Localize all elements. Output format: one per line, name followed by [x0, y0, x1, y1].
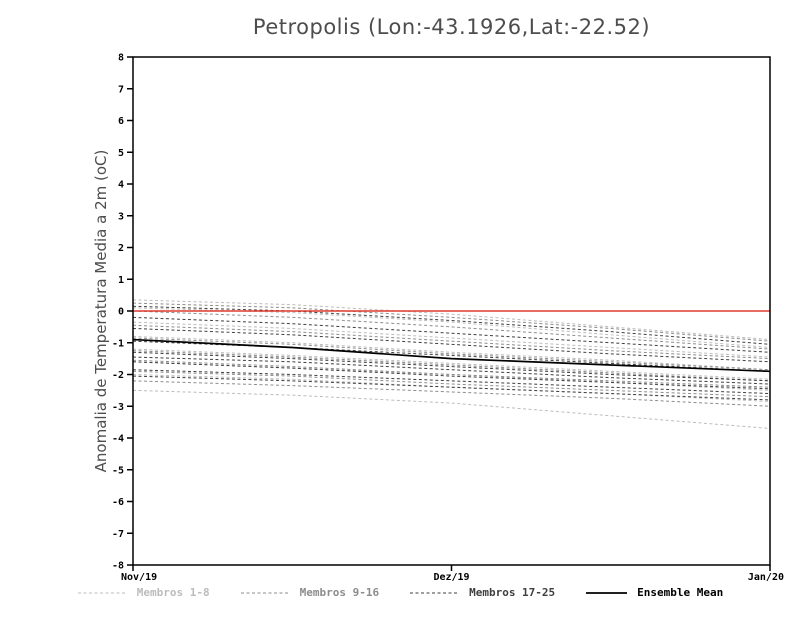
y-tick-label: 7 [118, 84, 124, 95]
member-line-group-2 [132, 359, 771, 388]
member-line-group-2 [132, 310, 771, 350]
member-line-group-1 [132, 335, 771, 371]
legend-label: Membros 17-25 [469, 586, 556, 599]
y-tick-label: -7 [112, 529, 124, 540]
chart-legend: Membros 1-8 Membros 9-16 Membros 17-25 E… [0, 586, 800, 599]
member-line-group-1 [132, 374, 771, 402]
ensemble-mean-line [132, 338, 771, 373]
y-tick-label: -5 [112, 465, 124, 476]
member-line-group-3 [132, 375, 771, 401]
legend-item-membros-1-8: Membros 1-8 [77, 586, 210, 599]
y-tick-label: -2 [112, 370, 124, 381]
member-line-group-1 [132, 348, 771, 380]
member-line-group-2 [132, 324, 771, 360]
member-line-group-2 [132, 350, 771, 382]
x-tick-label: Jan/20 [748, 572, 784, 583]
member-line-group-3 [132, 327, 771, 363]
y-tick-label: 2 [118, 243, 124, 254]
legend-item-membros-9-16: Membros 9-16 [240, 586, 379, 599]
member-line-group-2 [132, 337, 771, 371]
member-line-group-1 [132, 299, 771, 341]
y-tick-label: 5 [118, 148, 124, 159]
legend-line-sample [586, 591, 628, 594]
y-tick-label: -8 [112, 561, 124, 572]
y-tick-label: 1 [118, 275, 124, 286]
y-tick-label: -3 [112, 402, 124, 413]
legend-item-membros-17-25: Membros 17-25 [409, 586, 555, 599]
chart-title: Petropolis (Lon:-43.1926,Lat:-22.52) [253, 15, 650, 39]
y-tick-label: -6 [112, 497, 124, 508]
member-line-group-3 [132, 305, 771, 345]
legend-label: Membros 9-16 [299, 586, 380, 599]
legend-item-ensemble-mean: Ensemble Mean [585, 586, 723, 599]
legend-label: Membros 1-8 [136, 586, 210, 599]
member-line-group-3 [132, 369, 771, 395]
y-axis-label: Anomalia de Temperatura Media a 2m (oC) [92, 150, 110, 473]
y-tick-label: 6 [118, 116, 124, 127]
member-line-group-2 [132, 302, 771, 342]
x-tick-label: Nov/19 [121, 572, 157, 583]
member-line-group-1 [132, 389, 771, 429]
legend-label: Ensemble Mean [637, 586, 724, 599]
x-tick-label: Dez/19 [433, 572, 469, 583]
legend-line-sample [240, 592, 290, 593]
member-line-group-3 [132, 351, 771, 382]
y-tick-label: -1 [112, 338, 124, 349]
y-tick-label: 8 [118, 53, 124, 64]
member-line-group-3 [132, 356, 771, 385]
member-line-group-2 [132, 380, 771, 407]
legend-line-sample [77, 592, 127, 593]
y-tick-label: 4 [118, 180, 124, 191]
y-tick-label: -4 [112, 434, 124, 445]
y-tick-label: 0 [118, 307, 124, 318]
member-line-group-1 [132, 321, 771, 358]
member-line-group-3 [132, 316, 771, 353]
member-line-group-2 [132, 370, 771, 398]
member-line-group-3 [132, 361, 771, 390]
y-tick-label: 3 [118, 211, 124, 222]
legend-line-sample [410, 592, 460, 593]
chart-canvas: Petropolis (Lon:-43.1926,Lat:-22.52) Anom… [92, 15, 784, 583]
